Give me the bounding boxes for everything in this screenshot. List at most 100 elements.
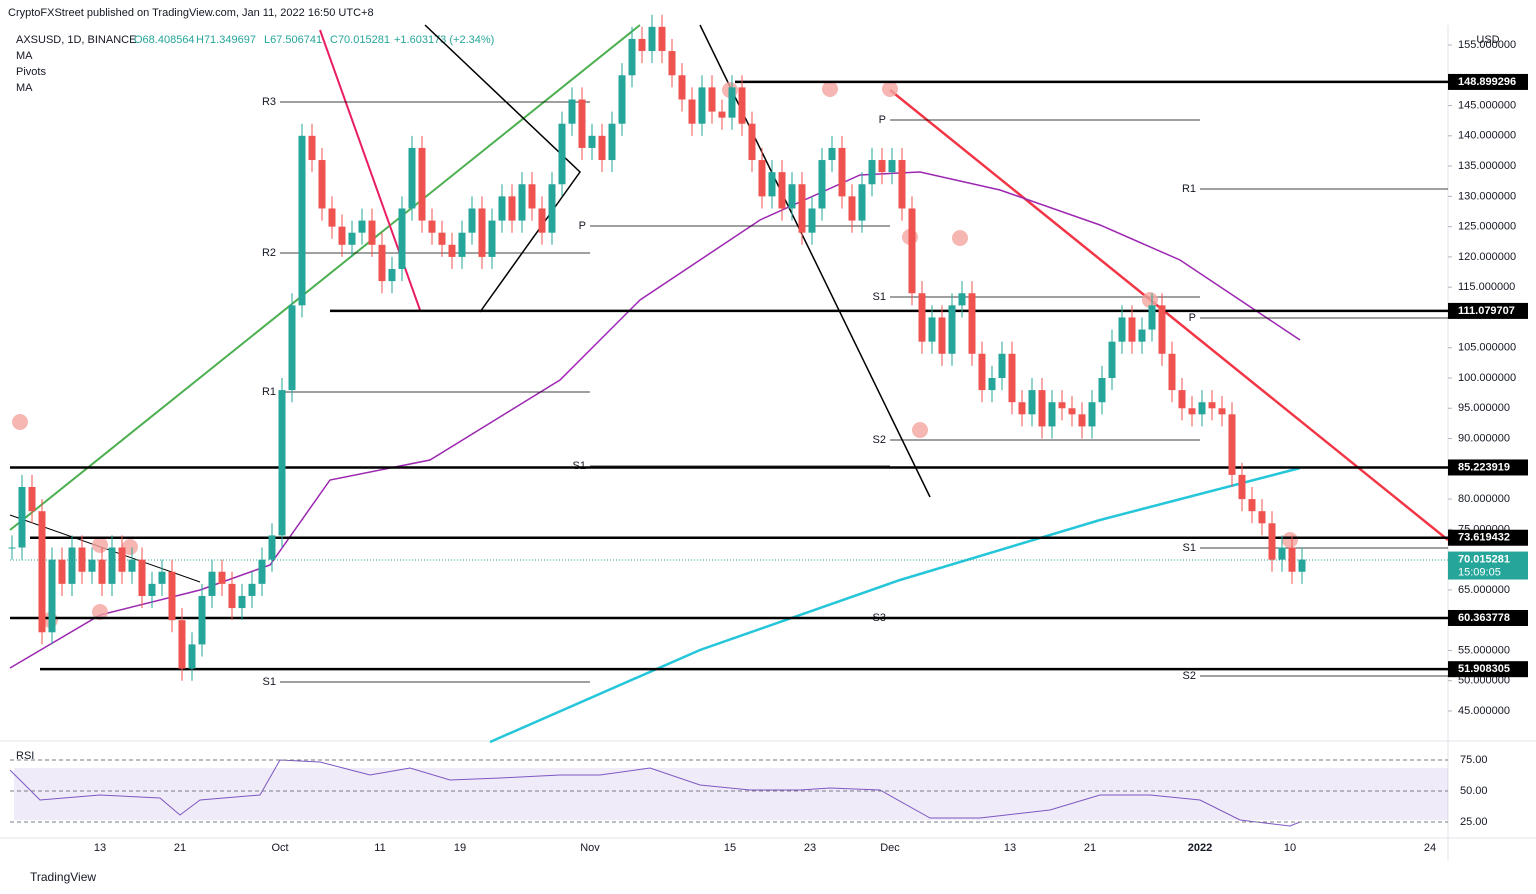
level-label: 51.908305 <box>1458 663 1510 675</box>
candle <box>618 75 626 124</box>
candle <box>1228 414 1236 475</box>
candle <box>238 595 246 609</box>
x-tick-label: 15 <box>724 842 736 854</box>
y-tick-label: 125.000000 <box>1458 221 1516 233</box>
candle <box>1118 317 1126 342</box>
candle <box>288 305 296 391</box>
candle <box>828 147 836 161</box>
marker <box>92 604 108 620</box>
candle <box>768 172 776 197</box>
pivot-label: P <box>579 220 586 232</box>
level-label: 85.223919 <box>1458 461 1510 473</box>
candle <box>738 87 746 124</box>
candle <box>1278 547 1286 560</box>
y-tick-label: 90.000000 <box>1458 432 1510 444</box>
trend-line <box>889 89 1449 541</box>
x-tick-label: 24 <box>1424 842 1436 854</box>
indicator: MA <box>16 50 33 62</box>
candle <box>1138 329 1146 342</box>
low: L67.506741 <box>264 34 322 46</box>
candle <box>1068 408 1076 415</box>
rsi-tick-label: 50.00 <box>1460 785 1488 797</box>
candle <box>1248 499 1256 512</box>
candle <box>728 87 736 118</box>
candle <box>678 75 686 100</box>
candle <box>578 99 586 148</box>
pivot-label: R1 <box>1182 183 1196 195</box>
symbol: AXSUSD, 1D, BINANCE <box>16 34 136 46</box>
pivot-label: R2 <box>262 247 276 259</box>
high: H71.349697 <box>196 34 256 46</box>
candle <box>648 26 656 52</box>
y-tick-label: 130.000000 <box>1458 190 1516 202</box>
candle <box>438 232 446 245</box>
candle <box>488 220 496 257</box>
candle <box>598 135 606 161</box>
rsi-line <box>9 759 1301 827</box>
marker <box>1282 532 1298 548</box>
candle <box>1038 390 1046 427</box>
level-label: 60.363778 <box>1458 612 1510 624</box>
y-tick-label: 120.000000 <box>1458 251 1516 263</box>
candle <box>848 196 856 221</box>
candle <box>1098 378 1106 403</box>
candle <box>388 269 396 282</box>
candle <box>178 620 186 669</box>
candle <box>1028 390 1036 415</box>
candle <box>1188 408 1196 415</box>
candle <box>1238 474 1246 500</box>
candle <box>918 293 926 342</box>
candle <box>698 87 706 124</box>
x-tick-label: 19 <box>454 842 466 854</box>
trend-line <box>9 24 641 531</box>
candle <box>938 317 946 354</box>
currency: USD <box>1476 34 1499 46</box>
candle <box>998 353 1006 378</box>
candle <box>1268 523 1276 560</box>
candle <box>308 135 316 161</box>
x-tick-label: Nov <box>580 842 600 854</box>
marker <box>12 414 28 430</box>
y-tick-label: 50.000000 <box>1458 675 1510 687</box>
change: +1.603173 (+2.34%) <box>394 34 494 46</box>
candle <box>1048 402 1056 427</box>
candle <box>368 220 376 245</box>
candle <box>808 208 816 233</box>
pivot-label: R3 <box>262 96 276 108</box>
candle <box>58 559 66 584</box>
candle <box>588 135 596 148</box>
candle <box>358 220 366 233</box>
x-tick-label: 2022 <box>1188 842 1212 854</box>
candle <box>858 184 866 221</box>
marker <box>822 81 838 97</box>
candle <box>968 293 976 354</box>
candle <box>1108 341 1116 378</box>
candle <box>68 547 76 584</box>
candle <box>378 244 386 282</box>
pivot-label: P <box>879 114 886 126</box>
candle <box>1208 402 1216 409</box>
pivot-label: S1 <box>573 460 586 472</box>
candle <box>228 583 236 609</box>
candle <box>148 583 156 596</box>
pivot-label: S1 <box>1183 542 1196 554</box>
x-tick-label: 13 <box>1004 842 1016 854</box>
candle <box>868 160 876 185</box>
y-tick-label: 145.000000 <box>1458 99 1516 111</box>
y-tick-label: 115.000000 <box>1458 281 1515 293</box>
candle <box>108 547 116 584</box>
candle <box>958 293 966 306</box>
candle <box>328 208 336 227</box>
pivot-label: P <box>1189 312 1196 324</box>
marker <box>882 81 898 97</box>
candle <box>428 220 436 233</box>
y-tick-label: 80.000000 <box>1458 493 1510 505</box>
level-box <box>1448 73 1528 90</box>
candle <box>638 38 646 52</box>
indicator: MA <box>16 82 33 94</box>
candle <box>498 196 506 221</box>
pivot-label: S2 <box>873 434 886 446</box>
candle <box>528 184 536 209</box>
candle <box>1168 353 1176 391</box>
candle <box>18 486 26 548</box>
